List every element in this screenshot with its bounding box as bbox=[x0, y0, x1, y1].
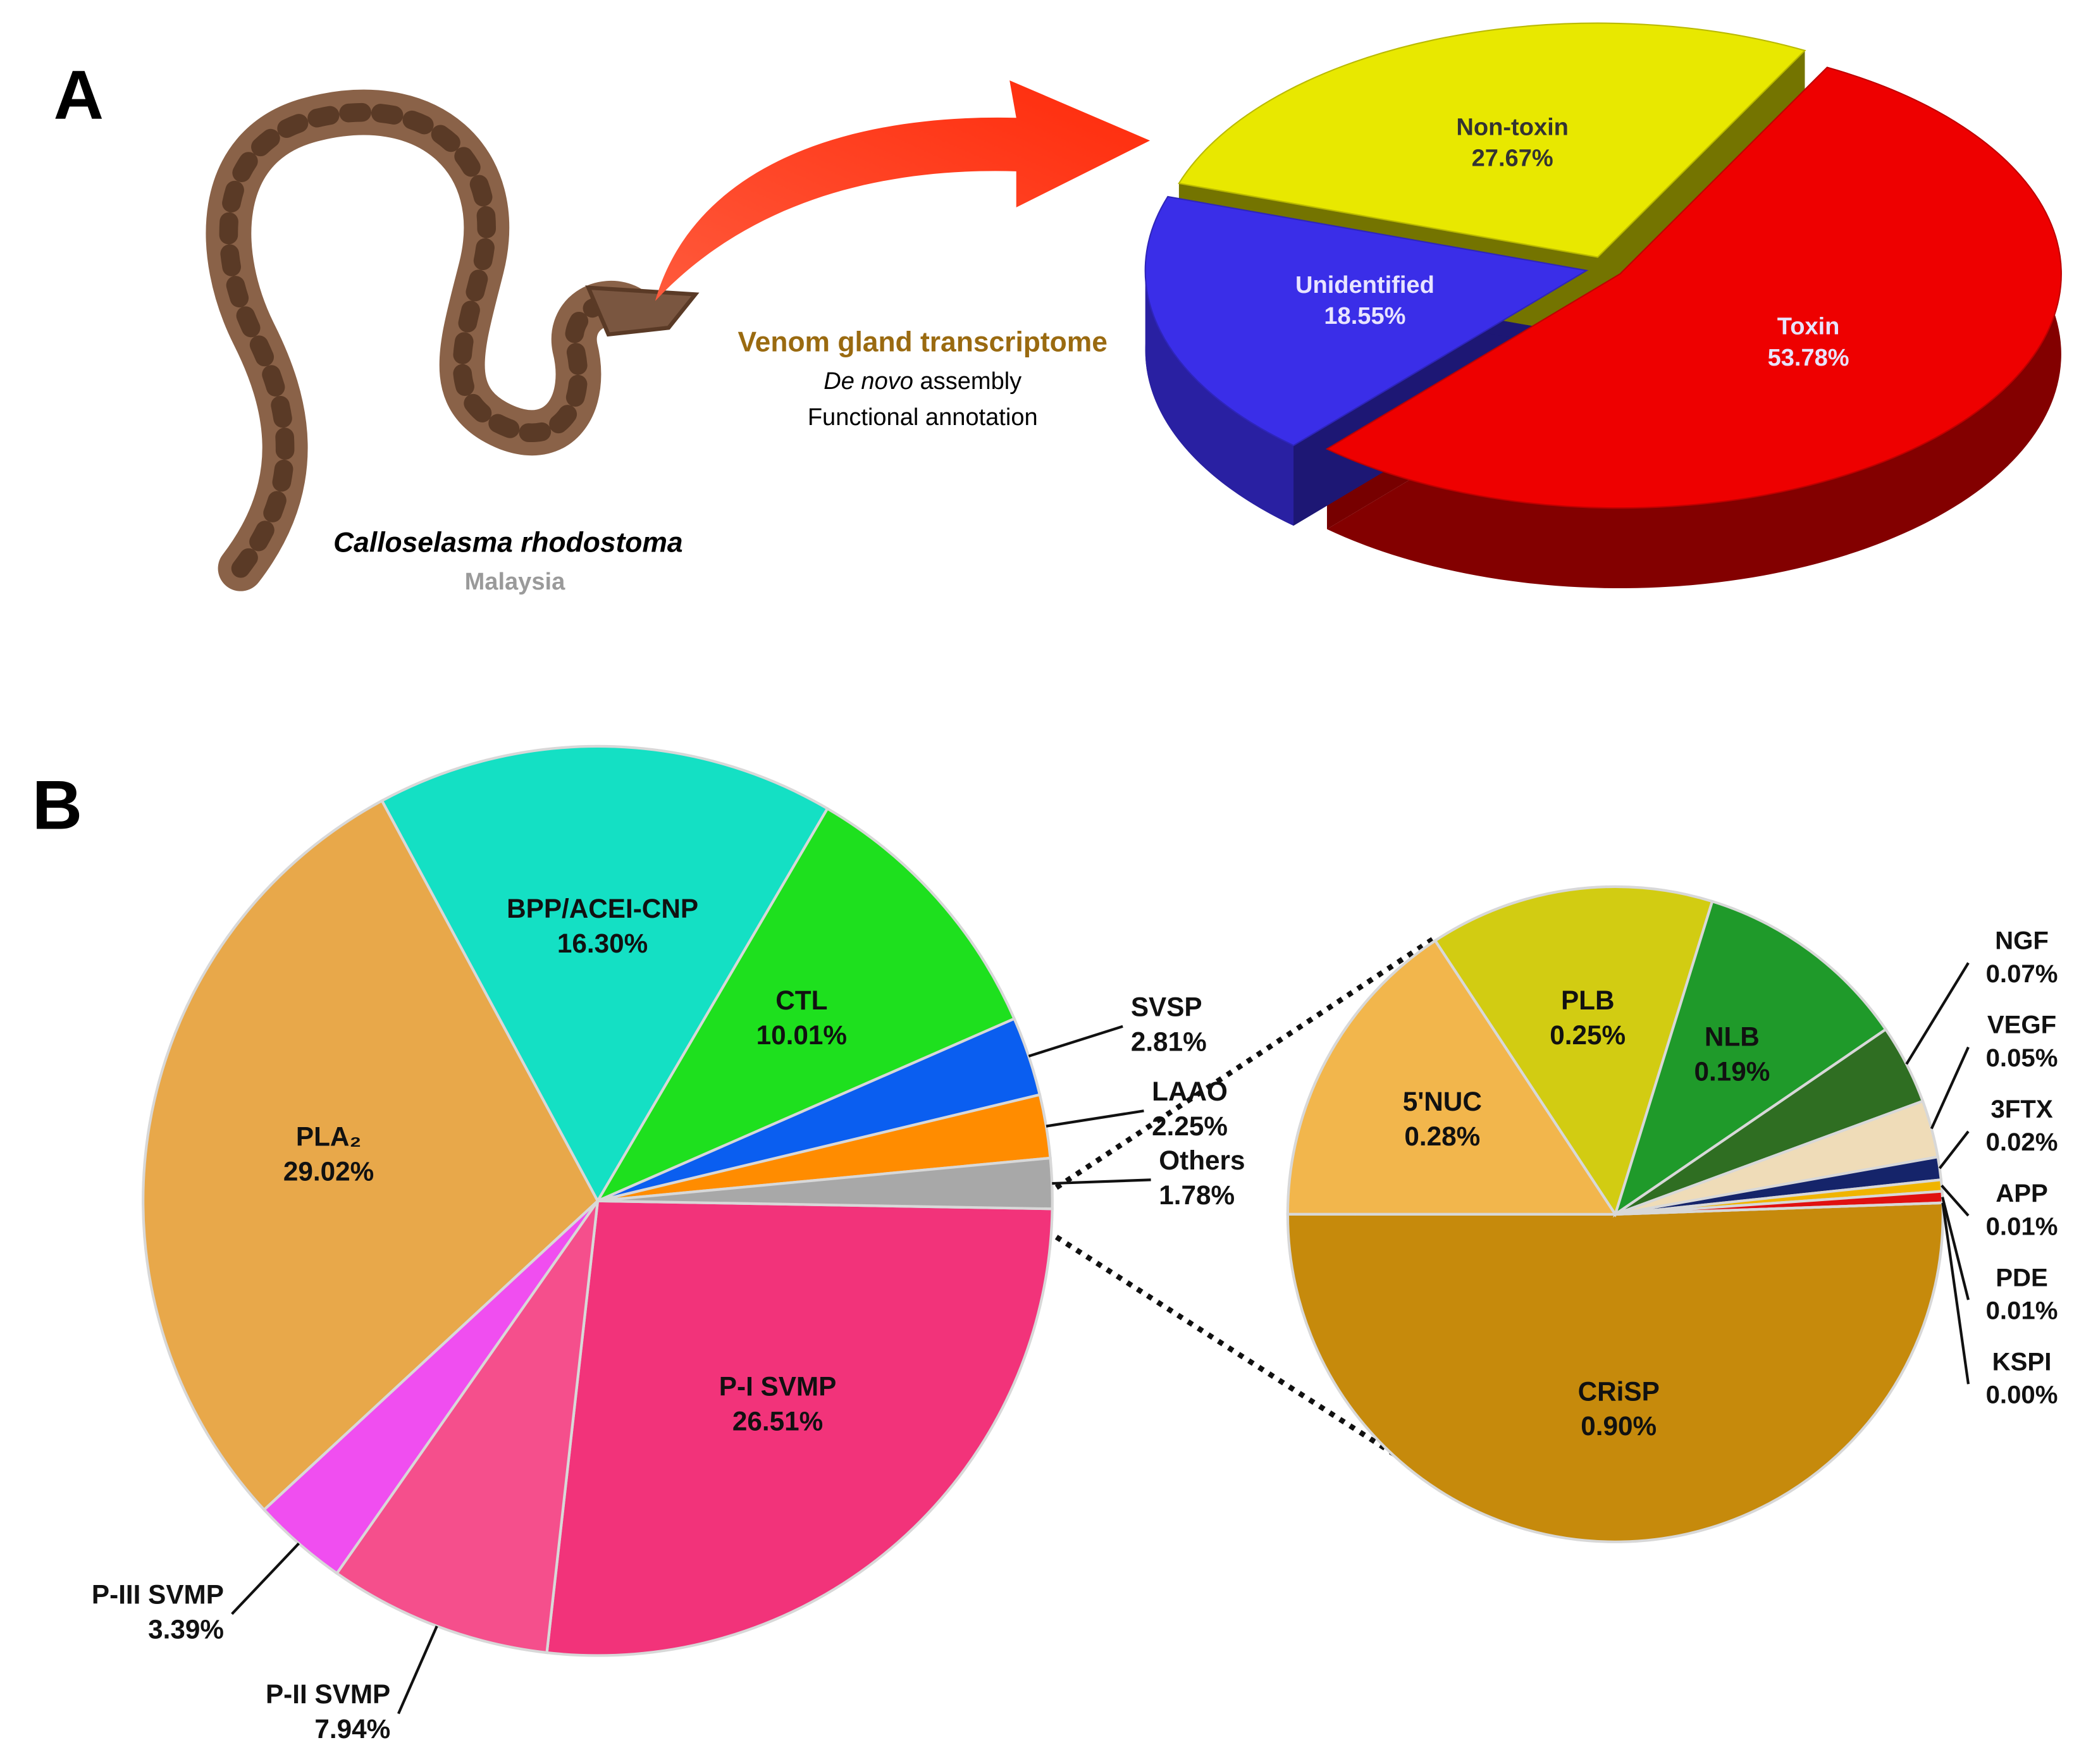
snake-illustration bbox=[206, 89, 700, 591]
leader-line bbox=[1941, 1202, 1970, 1385]
connector bbox=[1054, 1235, 1433, 1480]
slice-label: PDE bbox=[1996, 1263, 2048, 1292]
slice-label: 3FTX bbox=[1990, 1095, 2052, 1123]
slice bbox=[1286, 939, 1618, 1216]
slice-value-label: 2.25% bbox=[1152, 1111, 1228, 1141]
slice-label: P-III SVMP bbox=[92, 1579, 224, 1609]
leader-line bbox=[1905, 962, 1970, 1065]
leader-line bbox=[1930, 1046, 1970, 1130]
slice-value-label: 0.25% bbox=[1550, 1020, 1626, 1050]
slice-label: Unidentified bbox=[1295, 272, 1435, 299]
slice-value-label: 10.01% bbox=[756, 1020, 847, 1050]
slice-value-label: 0.19% bbox=[1694, 1056, 1770, 1086]
pie bbox=[1286, 885, 1944, 1543]
slice-value-label: 53.78% bbox=[1768, 345, 1849, 371]
slice bbox=[1433, 885, 1714, 1218]
leader-line bbox=[397, 1625, 438, 1715]
slice-value-label: 2.81% bbox=[1131, 1027, 1207, 1056]
arrow bbox=[655, 80, 1151, 301]
slice-value-label: 18.55% bbox=[1324, 303, 1405, 330]
pie-3d bbox=[1144, 22, 2062, 589]
slice-value-label: 0.28% bbox=[1404, 1121, 1480, 1151]
slice bbox=[1178, 22, 1806, 258]
slice-label: KSPI bbox=[1992, 1348, 2052, 1376]
pipeline-step-rest: assembly bbox=[913, 368, 1021, 395]
slice-label: NLB bbox=[1705, 1021, 1760, 1051]
slice-label: 5'NUC bbox=[1403, 1087, 1482, 1116]
slice-value-label: 0.00% bbox=[1986, 1381, 2058, 1409]
slice-label: APP bbox=[1996, 1179, 2048, 1207]
slice bbox=[597, 1156, 1054, 1211]
slice-label: SVSP bbox=[1131, 992, 1202, 1021]
slice-label: NGF bbox=[1995, 927, 2049, 955]
slice-value-label: 26.51% bbox=[732, 1406, 823, 1436]
pie bbox=[142, 744, 1054, 1657]
location: Malaysia bbox=[465, 569, 565, 595]
slice-label: P-I SVMP bbox=[719, 1371, 837, 1401]
slice-value-label: 29.02% bbox=[283, 1157, 374, 1187]
slice-label: P-II SVMP bbox=[266, 1679, 390, 1709]
slice-label: PLA₂ bbox=[296, 1122, 361, 1152]
slice-label: CRiSP bbox=[1578, 1376, 1660, 1406]
slice bbox=[380, 744, 830, 1204]
pipeline-title: Venom gland transcriptome bbox=[738, 326, 1108, 357]
slice-value-label: 0.07% bbox=[1986, 959, 2058, 988]
slice-label: Non-toxin bbox=[1456, 114, 1569, 140]
slice-label: LAAO bbox=[1152, 1076, 1228, 1106]
slice bbox=[1286, 1201, 1944, 1543]
slice bbox=[1144, 195, 1589, 447]
slice bbox=[1613, 899, 1888, 1218]
leader-line bbox=[1052, 1178, 1151, 1185]
leader-line bbox=[1941, 1185, 1970, 1217]
slice-label: BPP/ACEI-CNP bbox=[507, 894, 698, 923]
slice bbox=[335, 1200, 600, 1655]
slice-value-label: 0.01% bbox=[1986, 1212, 2058, 1240]
pipeline-step: De novo assembly bbox=[824, 368, 1021, 395]
slice-value-label: 0.01% bbox=[1986, 1297, 2058, 1325]
slice-value-label: 1.78% bbox=[1159, 1180, 1235, 1210]
slice-value-label: 27.67% bbox=[1472, 145, 1553, 172]
slice-value-label: 16.30% bbox=[557, 928, 648, 958]
leader-line bbox=[1046, 1109, 1144, 1128]
slice-label: CTL bbox=[775, 985, 827, 1015]
leader-line bbox=[231, 1542, 300, 1615]
pipeline-step: Functional annotation bbox=[808, 404, 1038, 431]
slice-value-label: 0.90% bbox=[1581, 1411, 1657, 1441]
species-name: Calloselasma rhodostoma bbox=[333, 527, 682, 558]
panel-label: B bbox=[32, 766, 82, 844]
slice-value-label: 0.02% bbox=[1986, 1128, 2058, 1156]
leader-line bbox=[1028, 1025, 1123, 1058]
slice bbox=[142, 799, 600, 1512]
slice-label: VEGF bbox=[1987, 1011, 2056, 1039]
leader-line bbox=[1938, 1130, 1970, 1169]
slice bbox=[545, 1199, 1054, 1657]
slice-value-label: 7.94% bbox=[314, 1714, 390, 1744]
pipeline-step-italic: De novo bbox=[824, 368, 913, 395]
slice bbox=[1325, 66, 2062, 509]
slice-label: Toxin bbox=[1777, 313, 1840, 340]
slice-value-label: 3.39% bbox=[148, 1614, 224, 1644]
connector bbox=[1054, 934, 1439, 1190]
slice-value-label: 0.05% bbox=[1986, 1044, 2058, 1072]
slice-label: PLB bbox=[1561, 985, 1615, 1015]
slice-wall bbox=[1145, 270, 1294, 526]
slice bbox=[594, 806, 1016, 1204]
slice-label: Others bbox=[1159, 1145, 1245, 1175]
leader-line bbox=[1941, 1197, 1970, 1300]
panel-label: A bbox=[54, 56, 104, 134]
